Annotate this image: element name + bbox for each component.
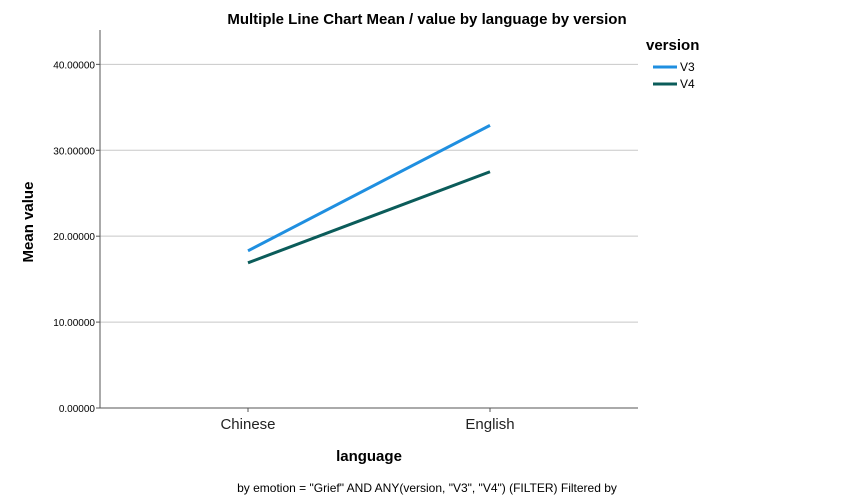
y-axis-title: Mean value: [20, 182, 37, 263]
x-axis-title: language: [336, 448, 402, 465]
y-tick-label: 0.00000: [59, 404, 96, 415]
series-line-v4: [247, 170, 491, 265]
x-axis-ticks: Chinese English: [220, 408, 515, 433]
legend-label-v4: V4: [680, 77, 695, 91]
y-tick-label: 20.00000: [53, 232, 95, 243]
series-lines: [247, 124, 491, 265]
legend-title: version: [646, 37, 699, 54]
legend-label-v3: V3: [680, 60, 695, 74]
y-tick-label: 30.00000: [53, 146, 95, 157]
x-tick-label-chinese: Chinese: [220, 416, 275, 433]
y-axis-ticks: 0.00000 10.00000 20.00000 30.00000 40.00000: [53, 60, 100, 415]
gridlines: [100, 63, 638, 323]
legend: version V3 V4: [646, 37, 699, 91]
y-tick-label: 40.00000: [53, 60, 95, 71]
chart-title: Multiple Line Chart Mean / value by lang…: [227, 11, 626, 28]
x-tick-label-english: English: [465, 416, 514, 433]
y-tick-label: 10.00000: [53, 318, 95, 329]
series-line-v3: [247, 124, 491, 253]
chart-footnote: by emotion = "Grief" AND ANY(version, "V…: [237, 481, 617, 495]
